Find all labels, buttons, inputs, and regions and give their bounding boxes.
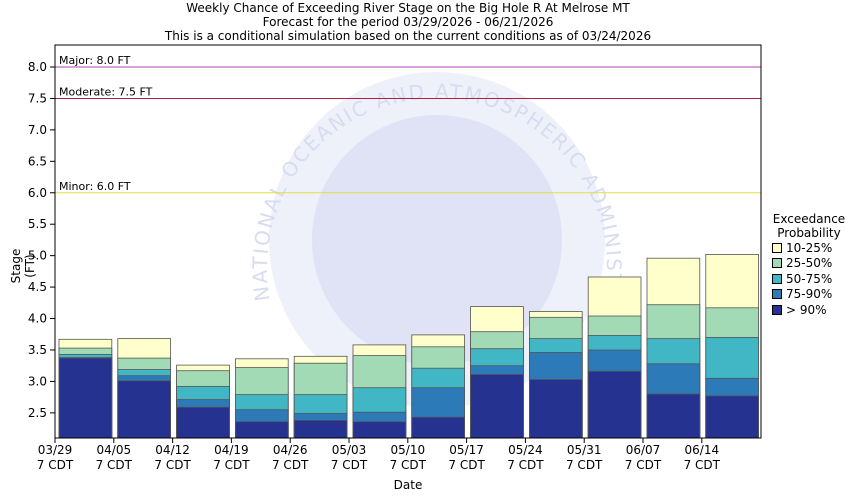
x-tick-label-date: 05/17	[449, 443, 484, 457]
threshold-label-2: Minor: 6.0 FT	[59, 180, 131, 193]
threshold-lines: Major: 8.0 FT Moderate: 7.5 FT Minor: 6.0 …	[55, 54, 761, 194]
legend-label: > 90%	[786, 302, 827, 317]
x-tick-label-date: 06/07	[626, 443, 661, 457]
x-tick-label-date: 04/26	[273, 443, 308, 457]
threshold-label-1: Moderate: 7.5 FT	[59, 85, 153, 98]
legend-swatch	[772, 304, 782, 315]
y-tick-label: 5.5	[28, 217, 47, 231]
x-tick-label-date: 06/14	[685, 443, 720, 457]
legend-label: 10-25%	[786, 240, 833, 255]
y-tick-label: 7.0	[28, 123, 47, 137]
bars-group	[58, 253, 759, 439]
y-tick-label: 4.0	[28, 312, 47, 326]
y-tick-label: 5.0	[28, 249, 47, 263]
legend-items: 10-25% 25-50% 50-75% 75-90% > 90%	[768, 240, 850, 318]
x-tick-label-date: 04/19	[214, 443, 249, 457]
legend-label: 25-50%	[786, 256, 833, 271]
bar-segment-04-12-0	[176, 406, 230, 439]
x-axis-label: Date	[393, 478, 423, 492]
y-tick-label: 3.0	[28, 374, 47, 388]
x-tick-label-time: 7 CDT	[154, 458, 191, 472]
forecast-period: Forecast for the period 03/29/2026 - 06/…	[262, 15, 554, 29]
plot-frame	[54, 44, 762, 439]
y-tick-label: 4.5	[28, 280, 47, 294]
y-tick-label: 7.5	[28, 91, 47, 105]
y-tick-label: 8.0	[28, 60, 47, 74]
legend-item: 10-25%	[772, 240, 850, 256]
legend-swatch	[772, 273, 782, 284]
y-tick-label: 2.5	[28, 406, 47, 420]
chart-titles: Weekly Chance of Exceeding River Stage o…	[55, 1, 761, 43]
chart-title: Weekly Chance of Exceeding River Stage o…	[186, 1, 630, 15]
x-tick-label-time: 7 CDT	[684, 458, 721, 472]
threshold-label-0: Major: 8.0 FT	[59, 54, 131, 67]
bar-segment-06-07-0	[646, 393, 701, 439]
y-tick-label: 6.0	[28, 186, 47, 200]
legend-swatch	[772, 289, 782, 300]
x-tick-label-time: 7 CDT	[448, 458, 485, 472]
bar-segment-05-24-0	[529, 379, 583, 439]
bar-segment-05-17-0	[470, 374, 524, 439]
x-tick-label-time: 7 CDT	[96, 458, 133, 472]
legend-swatch	[772, 242, 782, 253]
x-tick-label-time: 7 CDT	[625, 458, 662, 472]
y-axis-label: Stage (FT)	[9, 248, 37, 284]
legend-title-line1: Exceedance	[772, 212, 846, 226]
x-tick-label-date: 05/24	[508, 443, 543, 457]
legend-title-line2: Probability	[777, 226, 841, 240]
x-tick-label-time: 7 CDT	[37, 458, 74, 472]
bar-segment-04-19-0	[234, 421, 289, 439]
bar-segment-03-29-0	[58, 357, 113, 439]
x-tick-label-date: 03/29	[38, 443, 73, 457]
bar-segment-04-05-0	[117, 380, 172, 439]
legend-item: 50-75%	[772, 271, 850, 287]
bar-segment-04-26-0	[293, 419, 348, 439]
x-tick-label-time: 7 CDT	[390, 458, 427, 472]
x-tick-label-time: 7 CDT	[566, 458, 603, 472]
x-tick-label-time: 7 CDT	[507, 458, 544, 472]
y-tick-label: 3.5	[28, 343, 47, 357]
legend-swatch	[772, 258, 782, 269]
x-tick-label-date: 04/12	[155, 443, 190, 457]
legend-item: 25-50%	[772, 256, 850, 272]
x-tick-label-date: 05/03	[332, 443, 367, 457]
simulation-note: This is a conditional simulation based o…	[164, 29, 652, 43]
x-tick-label-date: 05/10	[391, 443, 426, 457]
y-axis: 2.5 3.0 3.5 4.0 4.5 5.0 5.5 6.0 6.5 7.0 7.5 8.0	[28, 60, 55, 420]
legend-item: > 90%	[772, 302, 850, 318]
x-tick-label-time: 7 CDT	[213, 458, 250, 472]
x-tick-label-date: 05/31	[567, 443, 602, 457]
legend-item: 75-90%	[772, 287, 850, 303]
legend-label: 75-90%	[786, 287, 833, 302]
x-tick-label-time: 7 CDT	[272, 458, 309, 472]
bar-segment-06-14-0	[705, 395, 759, 439]
x-tick-label-time: 7 CDT	[331, 458, 368, 472]
legend-label: 50-75%	[786, 271, 833, 286]
x-tick-label-date: 04/05	[97, 443, 132, 457]
y-tick-label: 6.5	[28, 154, 47, 168]
bar-segment-05-03-0	[352, 421, 407, 439]
watermark-inner-disc	[312, 115, 562, 365]
bar-segment-05-31-0	[587, 370, 642, 439]
legend: Exceedance Probability 10-25% 25-50% 50-75…	[768, 212, 850, 318]
bar-segment-05-10-0	[411, 416, 465, 439]
